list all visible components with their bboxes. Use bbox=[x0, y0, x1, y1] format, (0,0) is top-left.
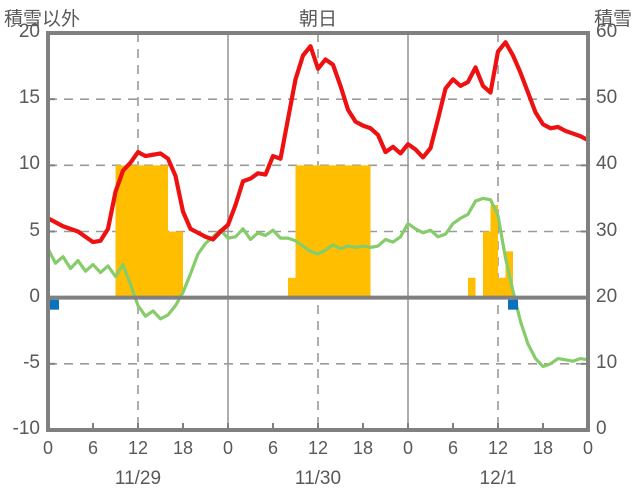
right-axis-title: 積雪 bbox=[593, 9, 632, 30]
precipitation-bar bbox=[483, 231, 491, 298]
y-axis-right-tick: 60 bbox=[596, 21, 618, 42]
x-axis-hour-tick: 0 bbox=[402, 438, 413, 458]
y-axis-right-tick: 40 bbox=[596, 153, 618, 175]
y-axis-right-tick: 30 bbox=[596, 219, 618, 241]
x-axis-hour-tick: 12 bbox=[487, 438, 509, 458]
y-axis-left-tick: -10 bbox=[12, 418, 40, 439]
x-axis-hour-tick: 6 bbox=[87, 438, 98, 458]
x-axis-hour-tick: 18 bbox=[352, 438, 374, 458]
y-axis-left-tick: 5 bbox=[29, 219, 40, 241]
x-axis-hour-tick: 0 bbox=[42, 438, 53, 458]
x-axis-date-label: 11/30 bbox=[294, 468, 342, 489]
x-axis-hour-tick: 0 bbox=[222, 438, 233, 458]
y-axis-right-tick: 10 bbox=[596, 351, 618, 373]
x-axis-hour-tick: 6 bbox=[447, 438, 458, 458]
precipitation-bar bbox=[168, 231, 183, 298]
y-axis-left-tick: -5 bbox=[23, 351, 40, 373]
precipitation-bar bbox=[288, 277, 296, 298]
x-axis-date-label: 11/29 bbox=[114, 468, 162, 489]
temperature-line bbox=[45, 40, 591, 245]
precipitation-bar bbox=[490, 205, 498, 298]
precipitation-bar bbox=[295, 165, 371, 298]
left-axis-title: 積雪以外 bbox=[4, 9, 81, 30]
y-axis-left-tick: 20 bbox=[18, 21, 40, 42]
snow-depth-marker bbox=[49, 299, 59, 310]
x-axis-hour-tick: 6 bbox=[267, 438, 278, 458]
chart-title: 朝日 bbox=[298, 9, 337, 30]
precipitation-bar bbox=[498, 277, 506, 298]
x-axis-hour-tick: 12 bbox=[307, 438, 329, 458]
x-axis-date-label: 12/1 bbox=[479, 468, 517, 489]
snow-depth-marker bbox=[508, 299, 518, 310]
x-axis-hour-tick: 18 bbox=[532, 438, 554, 458]
y-axis-left-tick: 10 bbox=[18, 153, 40, 175]
precipitation-bar bbox=[115, 165, 168, 298]
y-axis-right-tick: 0 bbox=[596, 418, 607, 439]
x-axis-hour-tick: 18 bbox=[172, 438, 194, 458]
x-axis-hour-tick: 0 bbox=[582, 438, 593, 458]
y-axis-right-tick: 20 bbox=[596, 285, 618, 307]
y-axis-left-tick: 0 bbox=[29, 285, 40, 307]
y-axis-right-tick: 50 bbox=[596, 87, 618, 109]
dewpoint-line bbox=[46, 196, 590, 369]
y-axis-left-tick: 15 bbox=[18, 87, 40, 109]
precipitation-bar bbox=[468, 277, 476, 298]
x-axis-hour-tick: 12 bbox=[127, 438, 149, 458]
